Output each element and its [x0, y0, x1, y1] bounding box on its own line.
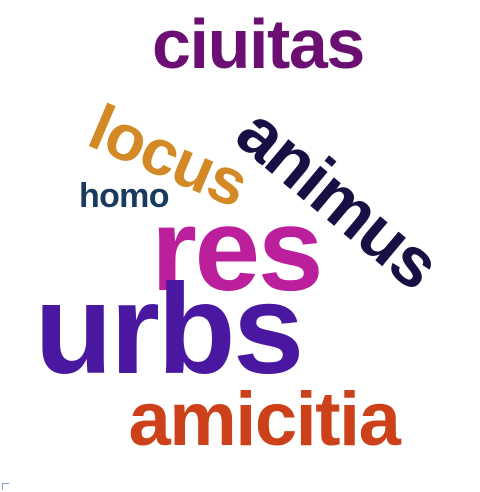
- word-amicitia: amicitia: [128, 377, 401, 462]
- corner-mark: [2, 483, 9, 490]
- word-res: res: [151, 184, 323, 316]
- word-homo: homo: [79, 177, 170, 215]
- word-urbs: urbs: [34, 258, 305, 401]
- word-ciuitas: ciuitas: [152, 5, 365, 83]
